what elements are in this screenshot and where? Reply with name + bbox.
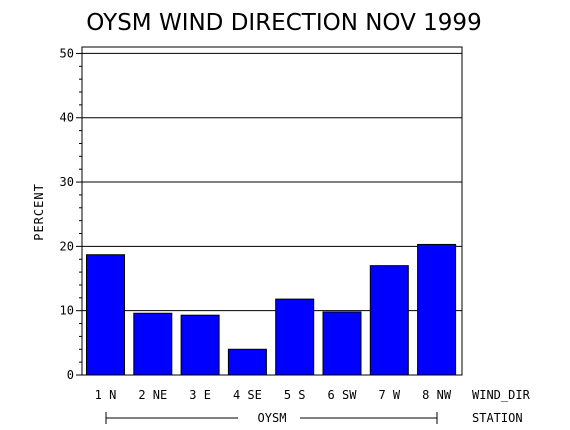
y-tick-label: 0 — [67, 368, 74, 382]
bar — [275, 298, 315, 376]
y-tick-label: 50 — [60, 46, 74, 60]
y-tick-label: 20 — [60, 239, 74, 253]
x-tick-label: 2 NE — [138, 388, 167, 402]
x-tick-label: 8 NW — [422, 388, 452, 402]
y-tick-label: 30 — [60, 175, 74, 189]
bars — [86, 243, 457, 376]
y-axis-ticks: 0 10 20 30 40 50 — [60, 46, 82, 382]
y-tick-label: 40 — [60, 111, 74, 125]
x-tick-label: 1 N — [95, 388, 117, 402]
bar — [86, 254, 125, 376]
chart-title: OYSM WIND DIRECTION NOV 1999 — [86, 10, 481, 36]
group-name-label: OYSM — [258, 411, 287, 425]
bar — [133, 312, 173, 376]
x-tick-label: 5 S — [284, 388, 306, 402]
bar — [369, 265, 409, 376]
bar — [322, 311, 362, 376]
x-tick-label: 4 SE — [233, 388, 262, 402]
y-axis-label: PERCENT — [32, 183, 46, 241]
x-tick-label: 6 SW — [328, 388, 358, 402]
bar — [227, 348, 267, 376]
x-tick-label: 3 E — [189, 388, 211, 402]
x-axis-labels: 1 N 2 NE 3 E 4 SE 5 S 6 SW 7 W 8 NW — [95, 388, 452, 402]
x-axis-label: WIND_DIR — [472, 388, 531, 402]
bar — [180, 314, 220, 376]
y-tick-label: 10 — [60, 304, 74, 318]
plot-area-frame — [81, 46, 463, 376]
x-tick-label: 7 W — [378, 388, 400, 402]
group-axis-label: STATION — [472, 411, 523, 425]
bar — [417, 243, 457, 376]
